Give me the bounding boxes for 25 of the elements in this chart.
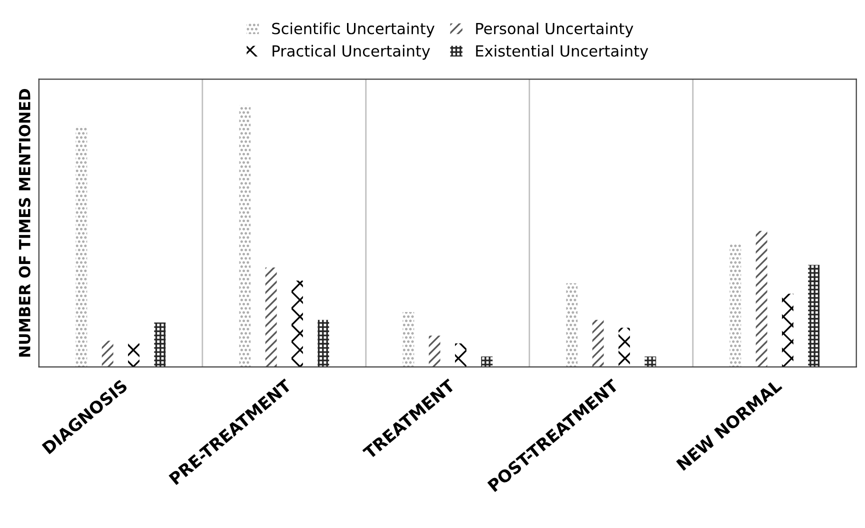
bar (318, 320, 330, 367)
bar (566, 283, 578, 367)
legend-label: Existential Uncertainty (476, 44, 648, 60)
bar (428, 336, 440, 367)
bar (402, 312, 414, 367)
bar (730, 244, 742, 367)
bar (454, 343, 466, 367)
bar (618, 328, 630, 367)
bar (481, 356, 493, 367)
legend-label: Personal Uncertainty (476, 22, 634, 38)
bar (782, 294, 794, 367)
y-axis-title: NUMBER OF TIMES MENTIONED (18, 88, 30, 357)
bar (808, 264, 820, 367)
bar (128, 343, 140, 367)
legend-label: Practical Uncertainty (272, 44, 430, 60)
bar (292, 280, 303, 367)
bar (239, 105, 251, 367)
bar (154, 322, 166, 367)
bar (102, 340, 114, 367)
bar (592, 320, 604, 367)
bar (265, 268, 277, 367)
bar (76, 126, 88, 367)
bar (644, 356, 656, 367)
legend-label: Scientific Uncertainty (272, 22, 434, 38)
bar (756, 230, 768, 367)
